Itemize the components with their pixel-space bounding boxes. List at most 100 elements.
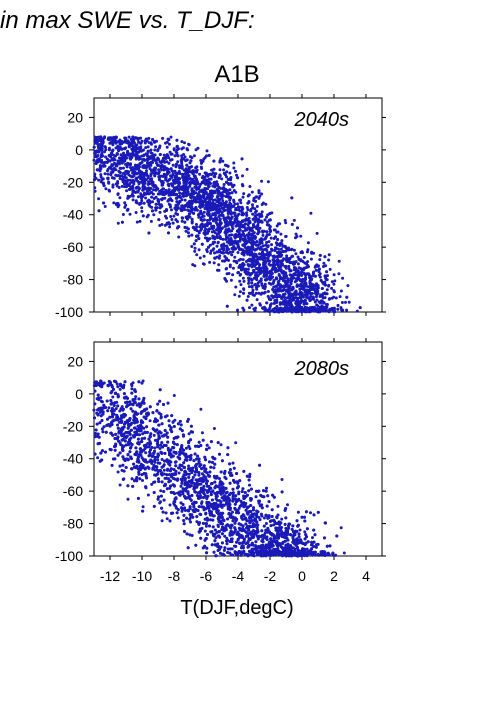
scatter-point bbox=[114, 146, 118, 150]
scatter-point bbox=[157, 202, 161, 206]
scatter-point bbox=[257, 220, 260, 224]
scatter-point bbox=[154, 145, 158, 149]
scatter-point bbox=[242, 212, 246, 216]
scatter-point bbox=[273, 263, 277, 267]
scatter-point bbox=[109, 173, 113, 177]
scatter-point bbox=[212, 189, 216, 193]
scatter-point bbox=[173, 169, 177, 173]
scatter-point bbox=[225, 180, 228, 184]
scatter-point bbox=[252, 217, 256, 221]
scatter-point bbox=[140, 206, 144, 210]
scatter-point bbox=[146, 149, 150, 153]
scatter-point bbox=[222, 171, 226, 175]
scatter-point bbox=[312, 274, 316, 278]
scatter-point bbox=[96, 154, 100, 158]
scatter-point bbox=[183, 172, 187, 176]
scatter-point bbox=[222, 168, 226, 172]
scatter-point bbox=[265, 223, 269, 227]
scatter-point bbox=[176, 178, 180, 182]
scatter-point bbox=[183, 185, 187, 189]
scatter-point bbox=[250, 285, 254, 289]
scatter-point bbox=[226, 164, 230, 168]
x-tick-label: -2 bbox=[264, 568, 277, 584]
scatter-point bbox=[250, 303, 254, 307]
scatter-point bbox=[189, 170, 193, 174]
scatter-point bbox=[118, 170, 121, 174]
scatter-point bbox=[176, 195, 180, 199]
scatter-point bbox=[182, 191, 186, 195]
scatter-point bbox=[216, 226, 220, 230]
scatter-point bbox=[201, 214, 205, 218]
scatter-point bbox=[221, 159, 225, 163]
scatter-point bbox=[180, 198, 184, 202]
scatter-point bbox=[262, 229, 266, 233]
scatter-point bbox=[188, 177, 192, 181]
scatter-point bbox=[157, 163, 160, 167]
scatter-point bbox=[255, 243, 258, 247]
scatter-point bbox=[288, 257, 292, 260]
scatter-point bbox=[136, 195, 140, 199]
scatter-point bbox=[138, 202, 142, 206]
scatter-point bbox=[158, 153, 162, 156]
scatter-point bbox=[264, 236, 268, 240]
scatter-point bbox=[327, 253, 331, 257]
scatter-point bbox=[122, 151, 125, 155]
scatter-point bbox=[194, 207, 198, 210]
scatter-point bbox=[275, 288, 279, 292]
scatter-point bbox=[318, 253, 322, 257]
scatter-point bbox=[115, 203, 118, 206]
scatter-point bbox=[285, 254, 289, 258]
x-tick-label: -6 bbox=[200, 568, 213, 584]
scatter-point bbox=[126, 151, 129, 155]
scatter-point bbox=[216, 240, 220, 244]
scatter-point bbox=[207, 204, 210, 208]
scatter-point bbox=[255, 267, 259, 271]
scatter-point bbox=[207, 153, 211, 157]
scatter-point bbox=[144, 196, 148, 200]
scatter-point bbox=[195, 180, 199, 184]
scatter-point bbox=[279, 285, 283, 289]
scatter-point bbox=[282, 293, 286, 297]
scatter-point bbox=[324, 308, 328, 312]
scatter-point bbox=[156, 198, 160, 202]
scatter-point bbox=[103, 164, 107, 168]
scatter-point bbox=[231, 273, 235, 277]
scatter-point bbox=[229, 278, 233, 282]
scatter-point bbox=[280, 239, 284, 243]
scatter-point bbox=[116, 181, 120, 185]
scatter-point bbox=[164, 155, 168, 159]
y-tick-label: -100 bbox=[55, 548, 83, 564]
scatter-point bbox=[95, 160, 99, 164]
scatter-point bbox=[238, 247, 242, 251]
scatter-point bbox=[202, 178, 206, 182]
scatter-point bbox=[119, 147, 123, 151]
scatter-point bbox=[174, 187, 178, 191]
scatter-point bbox=[107, 148, 111, 152]
scatter-point bbox=[313, 307, 317, 311]
scatter-point bbox=[332, 290, 336, 294]
scatter-point bbox=[244, 250, 248, 254]
scatter-point bbox=[160, 163, 164, 167]
scatter-point bbox=[132, 145, 135, 149]
scatter-point bbox=[310, 250, 314, 254]
scatter-point bbox=[125, 189, 129, 193]
scatter-point bbox=[107, 188, 111, 192]
scatter-point bbox=[193, 249, 197, 253]
scatter-point bbox=[242, 308, 246, 312]
scatter-point bbox=[202, 191, 206, 195]
scatter-point bbox=[105, 160, 109, 164]
scatter-point bbox=[297, 257, 301, 261]
scatter-point bbox=[250, 250, 254, 254]
scatter-point bbox=[233, 236, 237, 240]
scatter-point bbox=[221, 237, 225, 241]
scatter-point bbox=[339, 306, 343, 310]
scatter-point bbox=[282, 276, 286, 280]
scatter-point bbox=[264, 243, 268, 247]
scatter-point bbox=[140, 179, 144, 183]
scatter-point bbox=[305, 262, 309, 266]
scatter-point bbox=[332, 273, 336, 277]
scatter-point bbox=[298, 301, 302, 305]
scatter-point bbox=[249, 233, 253, 237]
scatter-point bbox=[106, 167, 110, 171]
x-tick-label: -4 bbox=[232, 568, 245, 584]
